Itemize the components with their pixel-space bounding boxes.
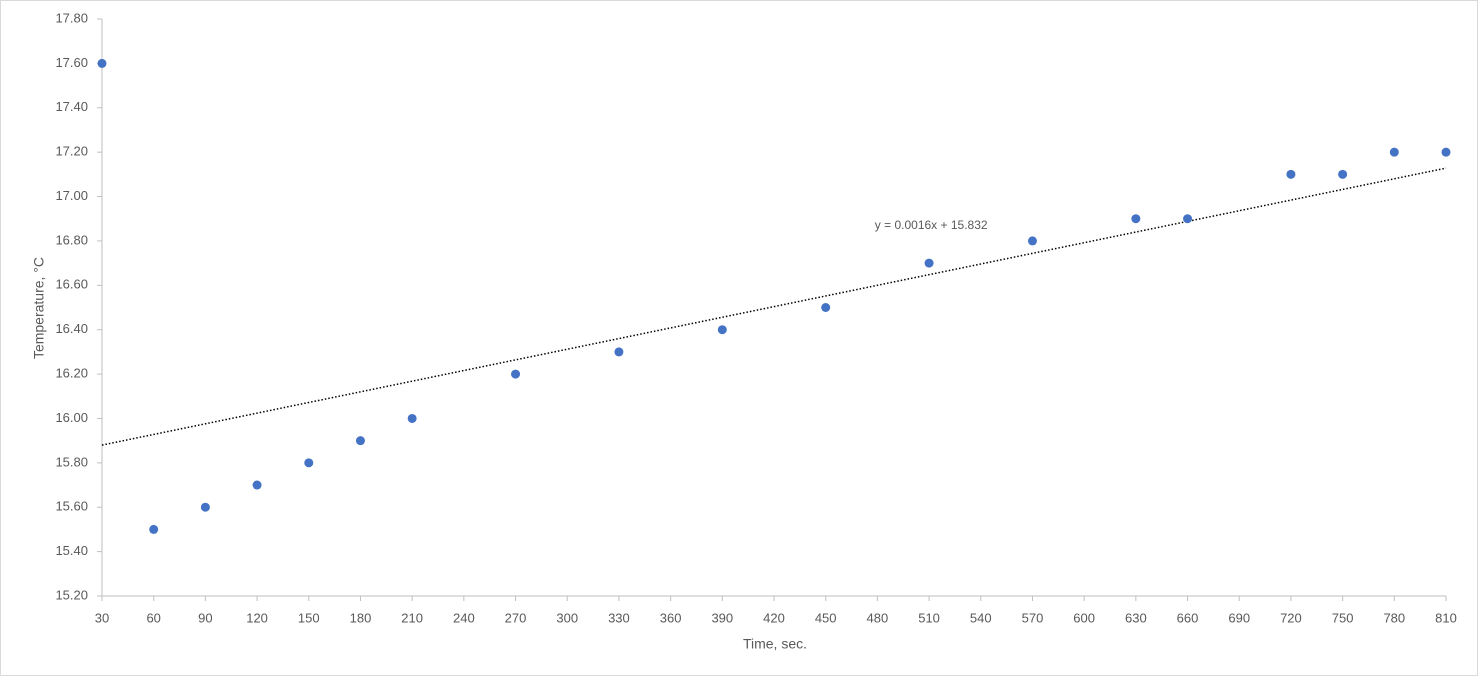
data-point xyxy=(355,436,365,446)
trendline xyxy=(101,167,1447,446)
data-point xyxy=(1183,214,1193,224)
x-tick-label: 450 xyxy=(815,610,837,625)
x-tick-label: 390 xyxy=(711,610,733,625)
x-tick-label: 540 xyxy=(970,610,992,625)
data-point xyxy=(149,524,159,534)
data-point xyxy=(614,347,624,357)
data-point xyxy=(1441,147,1451,157)
x-tick-label: 240 xyxy=(453,610,475,625)
x-tick-label: 60 xyxy=(146,610,160,625)
x-tick-label: 570 xyxy=(1022,610,1044,625)
x-tick-label: 180 xyxy=(350,610,372,625)
x-tick-label: 600 xyxy=(1073,610,1095,625)
x-tick-label: 300 xyxy=(556,610,578,625)
data-point xyxy=(97,58,107,68)
y-tick-label: 16.00 xyxy=(55,410,88,425)
x-tick-label: 150 xyxy=(298,610,320,625)
data-point xyxy=(821,303,831,312)
data-point xyxy=(200,502,210,512)
y-tick-label: 16.60 xyxy=(55,277,88,292)
data-point xyxy=(1389,147,1399,157)
data-point xyxy=(252,480,262,490)
x-tick-label: 660 xyxy=(1177,610,1199,625)
x-tick-label: 780 xyxy=(1383,610,1405,625)
y-axis-title: Temperature, °C xyxy=(31,257,47,359)
data-point xyxy=(924,258,934,268)
x-tick-label: 630 xyxy=(1125,610,1147,625)
y-tick-label: 16.80 xyxy=(55,232,88,247)
data-point xyxy=(1286,169,1296,179)
data-point xyxy=(511,369,521,379)
x-tick-label: 420 xyxy=(763,610,785,625)
x-tick-label: 330 xyxy=(608,610,630,625)
y-tick-label: 15.40 xyxy=(55,543,88,558)
y-tick-label: 17.60 xyxy=(55,55,88,70)
x-tick-label: 690 xyxy=(1228,610,1250,625)
y-tick-label: 16.20 xyxy=(55,366,88,381)
data-point xyxy=(1131,214,1141,224)
trendline-equation: y = 0.0016x + 15.832 xyxy=(875,218,988,232)
x-tick-label: 810 xyxy=(1435,610,1457,625)
x-tick-label: 270 xyxy=(505,610,527,625)
data-point xyxy=(407,413,417,423)
y-tick-label: 15.60 xyxy=(55,499,88,514)
x-tick-label: 30 xyxy=(95,610,109,625)
y-tick-label: 15.20 xyxy=(55,587,88,602)
x-tick-label: 120 xyxy=(246,610,268,625)
x-tick-label: 90 xyxy=(198,610,212,625)
x-tick-label: 720 xyxy=(1280,610,1302,625)
data-point xyxy=(304,458,314,468)
x-tick-label: 210 xyxy=(401,610,423,625)
x-tick-label: 750 xyxy=(1332,610,1354,625)
x-axis-title: Time, sec. xyxy=(743,636,807,652)
y-tick-label: 17.20 xyxy=(55,144,88,159)
data-point xyxy=(1338,169,1348,179)
y-tick-label: 16.40 xyxy=(55,321,88,336)
y-tick-label: 17.40 xyxy=(55,99,88,114)
data-point xyxy=(1027,236,1037,246)
y-tick-label: 17.80 xyxy=(55,10,88,25)
data-point xyxy=(717,325,727,335)
x-tick-label: 360 xyxy=(660,610,682,625)
y-tick-label: 15.80 xyxy=(55,454,88,469)
x-tick-label: 480 xyxy=(867,610,889,625)
y-tick-label: 17.00 xyxy=(55,188,88,203)
x-tick-label: 510 xyxy=(918,610,940,625)
